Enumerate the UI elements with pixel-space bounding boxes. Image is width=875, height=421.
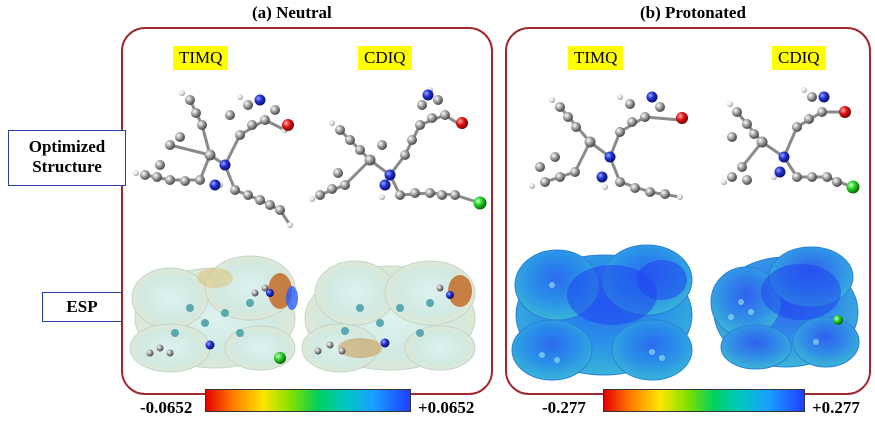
molecule-label-cdiq-protonated: CDIQ [772, 46, 826, 70]
colorbar-neutral [205, 389, 411, 412]
esp-surface-cdiq-neutral [301, 260, 476, 373]
optimized-structure-timq-neutral [133, 90, 294, 228]
esp-surface-timq-protonated [511, 244, 693, 381]
panel-title-protonated: (b) Protonated [640, 3, 746, 22]
optimized-structure-timq-protonated [529, 91, 688, 200]
optimized-structure-cdiq-protonated [721, 87, 860, 194]
scale-min-neutral: -0.0652 [140, 398, 193, 417]
colorbar-protonated [603, 389, 805, 412]
esp-surface-timq-neutral [129, 255, 298, 373]
optimized-structure-cdiq-neutral [309, 87, 487, 210]
scale-max-neutral: +0.0652 [418, 398, 475, 417]
row-label-esp: ESP [42, 292, 122, 322]
scale-max-protonated: +0.277 [812, 398, 860, 417]
molecule-label-cdiq-neutral: CDIQ [358, 46, 412, 70]
scale-min-protonated: -0.277 [542, 398, 586, 417]
panel-title-neutral: (a) Neutral [252, 3, 332, 22]
row-label-optimized-structure: Optimized Structure [8, 130, 126, 186]
esp-surface-cdiq-protonated [710, 246, 860, 370]
molecule-label-timq-protonated: TIMQ [568, 46, 624, 70]
molecule-label-timq-neutral: TIMQ [173, 46, 229, 70]
